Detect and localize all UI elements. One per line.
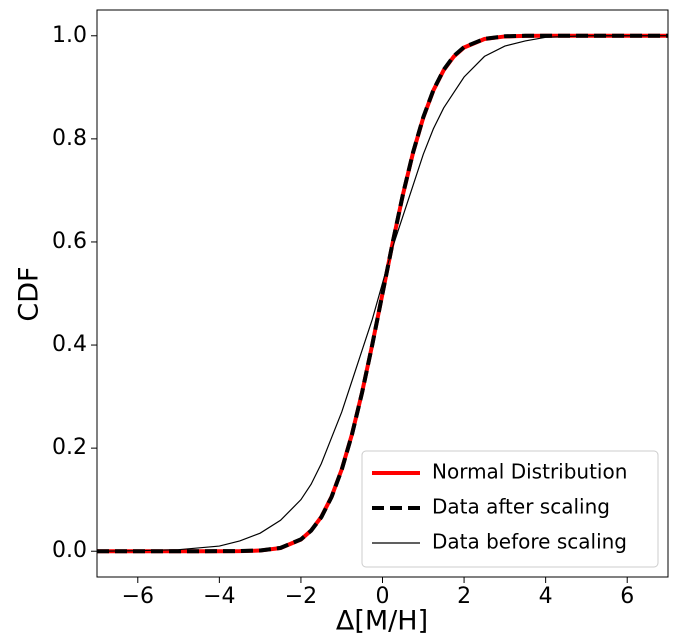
- y-tick-label: 0.0: [52, 538, 87, 563]
- plot-frame: [96, 9, 669, 578]
- y-tick-label: 0.4: [52, 332, 87, 357]
- x-tick-label: 2: [457, 584, 471, 609]
- legend-label: Data after scaling: [432, 495, 610, 519]
- x-tick-label: 6: [620, 584, 634, 609]
- y-tick-label: 1.0: [52, 23, 87, 48]
- data-line: [97, 33, 668, 554]
- y-tick-label: 0.6: [52, 229, 87, 254]
- x-tick-label: −6: [122, 584, 154, 609]
- legend-label: Normal Distribution: [432, 460, 627, 484]
- x-tick-label: −4: [203, 584, 235, 609]
- data-line: [97, 35, 668, 552]
- x-tick-label: −2: [285, 584, 317, 609]
- y-axis-label: CDF: [14, 266, 45, 321]
- x-tick-label: 0: [376, 584, 390, 609]
- x-axis-label: Δ[M/H]: [336, 606, 428, 637]
- legend-label: Data before scaling: [432, 530, 627, 554]
- y-tick-label: 0.8: [52, 126, 87, 151]
- y-tick-label: 0.2: [52, 435, 87, 460]
- legend-box: [361, 450, 659, 568]
- x-tick-label: 4: [539, 584, 553, 609]
